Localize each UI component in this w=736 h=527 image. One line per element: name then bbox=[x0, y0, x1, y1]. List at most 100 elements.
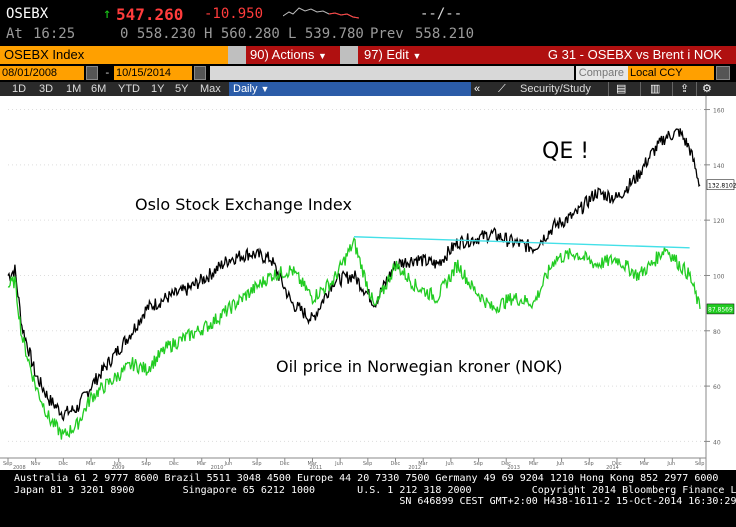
export-icon[interactable]: ⇪ bbox=[680, 83, 690, 95]
chevron-down-icon: ▼ bbox=[317, 51, 327, 61]
end-date-input[interactable]: 10/15/2014 bbox=[114, 66, 192, 80]
calendar-icon[interactable] bbox=[86, 66, 98, 80]
x-tick-label: Dec bbox=[58, 461, 68, 467]
x-tick-label: Jun bbox=[334, 461, 343, 467]
chevron-down-icon[interactable] bbox=[716, 66, 730, 80]
x-tick-label: Sep bbox=[474, 461, 483, 467]
start-date-input[interactable]: 08/01/2008 bbox=[0, 66, 84, 80]
x-year-label: 2011 bbox=[310, 465, 323, 470]
line-icon[interactable]: ⟋ bbox=[498, 83, 506, 95]
date-range-bar: 08/01/2008 - 10/15/2014 Compare Local CC… bbox=[0, 65, 736, 81]
last-value-tag bbox=[706, 179, 735, 191]
at-label: At bbox=[6, 26, 23, 42]
compare-input[interactable]: Compare bbox=[576, 66, 628, 80]
x-tick-label: Dec bbox=[501, 461, 511, 467]
y-tick-label: 80 bbox=[713, 329, 721, 336]
chart-grid bbox=[8, 109, 704, 442]
last-price: 547.260 bbox=[116, 5, 184, 24]
function-toolbar: OSEBX Index 90) Actions ▼ 97) Edit ▼ G 3… bbox=[0, 46, 736, 64]
x-tick-label: Mar bbox=[418, 461, 428, 467]
x-tick-label: Dec bbox=[280, 461, 290, 467]
x-tick-label: Sep bbox=[584, 461, 593, 467]
y-tick-label: 140 bbox=[713, 163, 725, 170]
low-price: L 539.780 bbox=[288, 26, 364, 42]
period-ytd[interactable]: YTD bbox=[118, 83, 140, 95]
bid-ask: --/-- bbox=[420, 6, 463, 22]
security-title[interactable]: OSEBX Index bbox=[0, 46, 228, 64]
x-tick-label: Jun bbox=[445, 461, 454, 467]
period-3d[interactable]: 3D bbox=[39, 83, 54, 95]
quote-time: 16:25 bbox=[33, 26, 76, 42]
x-tick-label: Mar bbox=[197, 461, 207, 467]
trend-line bbox=[353, 236, 690, 249]
x-year-label: 2009 bbox=[112, 465, 125, 470]
prev-close: 558.210 bbox=[415, 26, 475, 42]
gear-icon[interactable]: ⚙ bbox=[702, 83, 712, 95]
x-tick-label: Sep bbox=[252, 461, 261, 467]
calendar-icon[interactable] bbox=[194, 66, 206, 80]
x-tick-label: Mar bbox=[529, 461, 539, 467]
series-layer: 132.8102 87.8569 bbox=[7, 128, 736, 440]
y-tick-label: 40 bbox=[713, 439, 721, 446]
high-price: H 560.280 bbox=[204, 26, 280, 42]
up-arrow-icon: ↑ bbox=[103, 6, 112, 22]
edit-label: 97) Edit bbox=[364, 47, 409, 62]
period-5y[interactable]: 5Y bbox=[175, 83, 189, 95]
x-tick-label: Sep bbox=[363, 461, 372, 467]
period-1d[interactable]: 1D bbox=[12, 83, 27, 95]
x-tick-label: Sep bbox=[141, 461, 150, 467]
price-chart[interactable]: 40 60 80 100 120 140 160 Sep Nov Dec Mar Jun Sep Dec… bbox=[0, 96, 736, 470]
actions-label: 90) Actions bbox=[250, 47, 315, 62]
chart-icon[interactable]: ▥ bbox=[650, 83, 661, 95]
x-tick-label: Dec bbox=[169, 461, 179, 467]
frequency-label: Daily bbox=[233, 83, 258, 95]
x-tick-label: Jun bbox=[113, 461, 122, 467]
series-osebx-line bbox=[7, 128, 701, 422]
currency-select[interactable]: Local CCY bbox=[628, 66, 714, 80]
footer-contacts: Australia 61 2 9777 8600 Brazil 5511 304… bbox=[0, 473, 736, 527]
x-year-label: 2013 bbox=[507, 465, 520, 470]
ticker-label: OSEBX bbox=[6, 6, 49, 22]
actions-menu[interactable]: 90) Actions ▼ bbox=[246, 46, 340, 64]
x-tick-label: Sep bbox=[3, 461, 12, 467]
frequency-select[interactable]: Daily ▼ bbox=[229, 82, 471, 96]
quote-header: OSEBX ↑ 547.260 -10.950 --/-- bbox=[0, 0, 736, 24]
period-1m[interactable]: 1M bbox=[66, 83, 82, 95]
chevron-down-icon: ▼ bbox=[260, 84, 270, 94]
period-bar: 1D 3D 1M 6M YTD 1Y 5Y Max Daily ▼ « ⟋ Se… bbox=[0, 82, 736, 96]
note-icon[interactable]: ▤ bbox=[616, 83, 627, 95]
period-max[interactable]: Max bbox=[200, 83, 221, 95]
y-axis: 40 60 80 100 120 140 160 bbox=[704, 96, 725, 470]
last-value-tag bbox=[706, 303, 735, 315]
x-tick-label: Sep bbox=[695, 461, 704, 467]
net-change: -10.950 bbox=[204, 6, 264, 22]
x-tick-label: Mar bbox=[307, 461, 317, 467]
date-separator: - bbox=[104, 66, 111, 79]
edit-menu[interactable]: 97) Edit ▼ bbox=[358, 46, 446, 64]
intraday-sparkline bbox=[283, 7, 359, 19]
quote-stats: At 16:25 0 558.230 H 560.280 L 539.780 P… bbox=[0, 24, 736, 44]
x-tick-label: Jun bbox=[223, 461, 232, 467]
open-price: 0 558.230 bbox=[120, 26, 196, 42]
footer-line-1: Australia 61 2 9777 8600 Brazil 5511 304… bbox=[14, 473, 719, 484]
chart-title: G 31 - OSEBX vs Brent i NOK bbox=[446, 46, 736, 64]
period-6m[interactable]: 6M bbox=[91, 83, 107, 95]
x-tick-label: Nov bbox=[31, 461, 41, 467]
x-tick-label: Jun bbox=[666, 461, 675, 467]
y-tick-label: 120 bbox=[713, 218, 725, 225]
x-tick-label: Mar bbox=[640, 461, 650, 467]
security-search-input[interactable] bbox=[210, 66, 574, 80]
collapse-icon[interactable]: « bbox=[474, 83, 481, 95]
prev-label: Prev bbox=[370, 26, 404, 42]
x-year-label: 2014 bbox=[606, 465, 619, 470]
security-study-button[interactable]: Security/Study bbox=[520, 83, 591, 95]
oslo-annotation: Oslo Stock Exchange Index bbox=[135, 195, 352, 214]
x-tick-label: Dec bbox=[612, 461, 622, 467]
x-tick-label: Mar bbox=[86, 461, 96, 467]
chevron-down-icon: ▼ bbox=[412, 51, 422, 61]
currency-label: Local CCY bbox=[630, 67, 683, 79]
x-tick-label: Dec bbox=[391, 461, 401, 467]
x-year-label: 2012 bbox=[408, 465, 421, 470]
period-1y[interactable]: 1Y bbox=[151, 83, 165, 95]
y-tick-label: 60 bbox=[713, 384, 721, 391]
